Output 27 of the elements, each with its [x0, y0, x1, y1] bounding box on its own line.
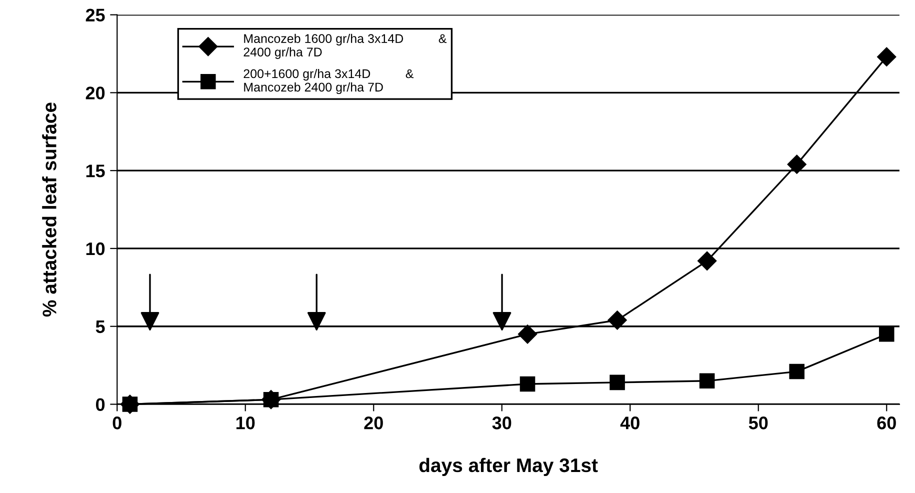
y-tick-label: 0: [96, 398, 105, 411]
x-tick-label: 60: [877, 416, 896, 430]
point: [518, 324, 538, 344]
y-tick-label: 10: [86, 242, 105, 256]
point: [789, 364, 804, 380]
x-tick-label: 40: [620, 416, 640, 430]
point: [520, 376, 536, 392]
point: [699, 373, 715, 389]
y-axis-title: % attacked leaf surface: [42, 102, 56, 317]
x-tick-label: 30: [492, 416, 512, 430]
x-axis-title: days after May 31st: [419, 458, 598, 476]
y-tick-label: 25: [86, 8, 105, 22]
point: [608, 310, 627, 330]
legend-label: 200+1600 gr/ha 3x14D & Mancozeb 2400 gr/ha 7D: [244, 68, 414, 94]
x-tick-label: 20: [364, 416, 383, 430]
point: [698, 251, 717, 270]
y-tick-label: 5: [96, 320, 105, 334]
point: [787, 154, 806, 174]
x-tick-label: 10: [236, 416, 255, 430]
x-tick-label: 50: [748, 416, 768, 430]
x-tick-label: 0: [112, 416, 122, 430]
legend-label: Mancozeb 1600 gr/ha 3x14D & 2400 gr/ha 7D: [244, 34, 447, 59]
point: [877, 47, 896, 66]
point: [610, 374, 625, 390]
y-tick-label: 15: [86, 164, 105, 178]
y-tick-label: 20: [86, 86, 105, 100]
point: [878, 326, 894, 342]
